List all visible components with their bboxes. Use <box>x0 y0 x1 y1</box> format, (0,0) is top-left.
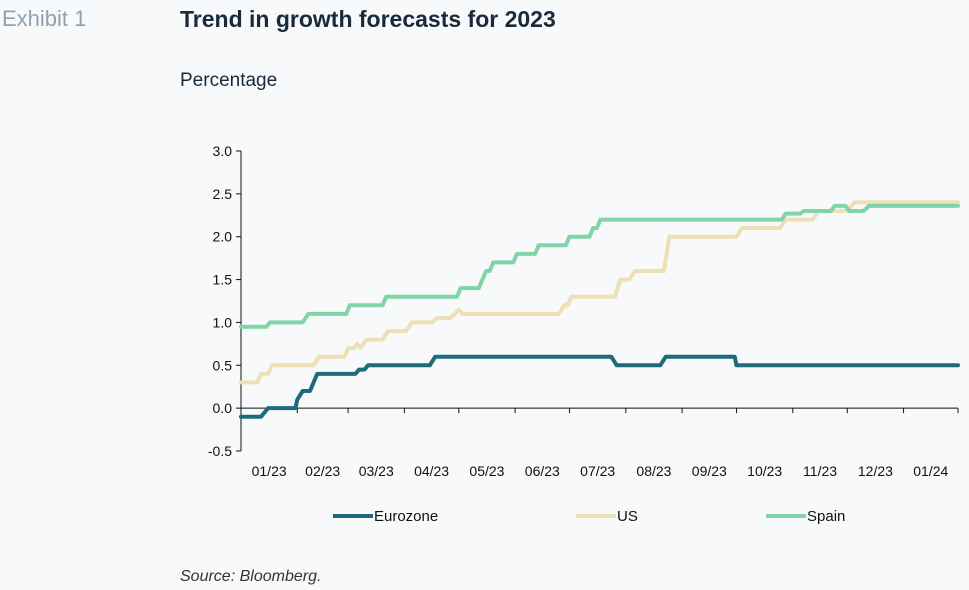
y-tick-label: 0.5 <box>213 357 233 373</box>
x-tick-label: 03/23 <box>359 463 394 479</box>
y-tick-label: 3.0 <box>213 143 233 159</box>
series-line-spain <box>239 203 960 329</box>
series-line-eurozone <box>239 354 960 419</box>
x-tick-label: 04/23 <box>414 463 449 479</box>
chart-subtitle: Percentage <box>180 70 278 91</box>
y-tick-label: 1.0 <box>213 314 233 330</box>
legend-label-spain: Spain <box>807 508 845 525</box>
y-tick-label: 2.0 <box>213 229 233 245</box>
legend-label-eurozone: Eurozone <box>374 508 438 525</box>
x-tick-label: 11/23 <box>803 463 837 479</box>
legend-label-us: US <box>617 508 638 525</box>
line-chart: 3.0 2.5 2.0 1.5 1.0 0.5 0.0 -0.5 01/23 02/23 03/23… <box>208 143 960 525</box>
x-tick-label: 08/23 <box>636 463 671 479</box>
exhibit-label: Exhibit 1 <box>2 6 87 31</box>
chart-title: Trend in growth forecasts for 2023 <box>180 6 556 32</box>
y-tick-label: 0.0 <box>213 400 233 416</box>
x-tick-label: 01/23 <box>252 463 287 479</box>
x-tick-label: 06/23 <box>525 463 560 479</box>
source-note: Source: Bloomberg. <box>180 568 322 585</box>
x-tick-label: 01/24 <box>913 463 948 479</box>
y-tick-label: 1.5 <box>213 272 233 288</box>
x-tick-label: 02/23 <box>305 463 340 479</box>
y-tick-label: 2.5 <box>213 186 233 202</box>
x-tick-label: 12/23 <box>858 463 893 479</box>
x-tick-label: 07/23 <box>580 463 615 479</box>
x-tick-label: 09/23 <box>692 463 727 479</box>
series-line-us <box>239 200 960 385</box>
x-tick-label: 05/23 <box>469 463 504 479</box>
y-tick-label: -0.5 <box>208 443 232 459</box>
x-tick-label: 10/23 <box>747 463 782 479</box>
